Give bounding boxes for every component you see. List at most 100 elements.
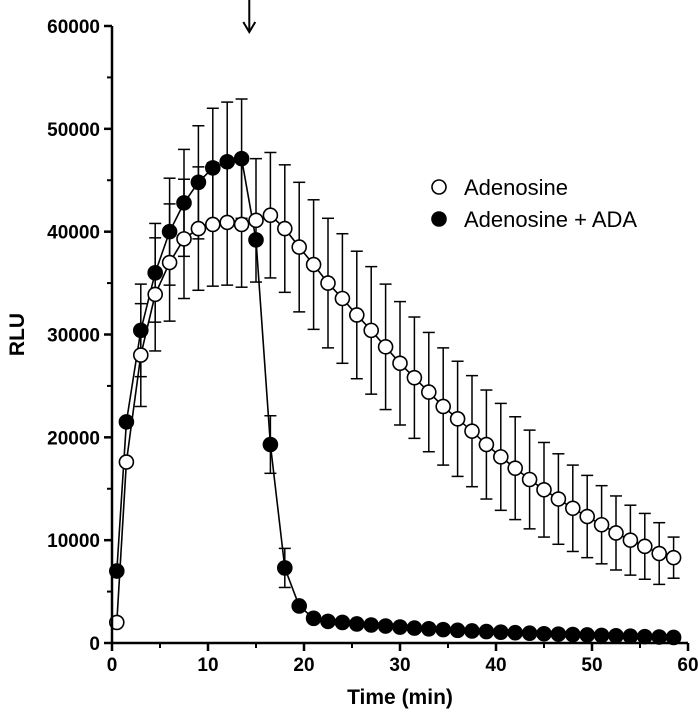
- open-point: [521, 471, 538, 488]
- open-point: [176, 231, 192, 247]
- filled-point: [248, 232, 264, 248]
- open-point: [147, 286, 163, 303]
- open-point: [593, 516, 610, 533]
- open-point: [608, 525, 624, 541]
- filled-point: [550, 626, 567, 642]
- open-point: [109, 614, 125, 631]
- y-tick-label: 40000: [47, 223, 100, 244]
- filled-point: [636, 628, 653, 645]
- filled-point: [377, 618, 394, 634]
- filled-point: [348, 616, 365, 632]
- open-point: [133, 347, 149, 363]
- open-point: [464, 423, 480, 439]
- y-tick-label: 20000: [47, 428, 100, 449]
- open-point: [536, 481, 552, 498]
- y-tick-label: 10000: [47, 531, 100, 552]
- open-point: [651, 545, 668, 562]
- filled-point: [420, 621, 437, 637]
- x-tick-label: 60: [677, 655, 698, 676]
- filled-point: [392, 619, 408, 635]
- legend-item: Adenosine: [431, 175, 568, 200]
- open-point: [320, 275, 336, 291]
- filled-point: [118, 414, 135, 430]
- open-point: [478, 436, 495, 453]
- y-axis-title: RLU: [6, 313, 29, 356]
- x-tick-label: 0: [107, 655, 118, 676]
- filled-point: [492, 624, 509, 641]
- filled-point: [593, 627, 610, 644]
- legend-filled-marker: [431, 211, 447, 227]
- x-tick-label: 10: [197, 655, 218, 676]
- open-point: [248, 212, 264, 229]
- open-point: [205, 216, 221, 233]
- y-tick-label: 0: [89, 634, 100, 655]
- open-point: [161, 254, 178, 271]
- filled-point: [406, 620, 423, 636]
- open-point: [564, 500, 581, 517]
- filled-point: [363, 617, 380, 633]
- markers: [109, 150, 682, 646]
- open-point: [622, 532, 639, 548]
- x-tick-label: 30: [389, 655, 410, 676]
- filled-point: [665, 629, 682, 646]
- open-point: [665, 549, 682, 566]
- filled-point: [219, 153, 235, 170]
- filled-point: [161, 223, 178, 240]
- filled-point: [109, 563, 125, 579]
- open-point: [449, 411, 466, 427]
- filled-point: [622, 628, 639, 645]
- y-tick-label: 30000: [47, 326, 100, 347]
- series-line-0: [116, 214, 674, 623]
- filled-point: [521, 625, 538, 642]
- filled-point: [334, 614, 351, 631]
- open-point: [348, 307, 365, 323]
- filled-point: [233, 150, 250, 167]
- open-point: [190, 220, 207, 237]
- filled-point: [291, 598, 308, 614]
- x-axis-title: Time (min): [347, 686, 453, 709]
- filled-point: [449, 622, 466, 639]
- open-point: [420, 384, 437, 400]
- open-point: [219, 214, 235, 231]
- open-point: [377, 339, 394, 355]
- filled-point: [464, 623, 480, 639]
- filled-point: [564, 626, 581, 643]
- filled-point: [176, 195, 192, 211]
- y-tick-label: 60000: [47, 17, 100, 38]
- filled-point: [205, 160, 221, 176]
- filled-point: [276, 560, 293, 576]
- open-point: [392, 355, 408, 372]
- filled-point: [305, 610, 322, 627]
- open-point: [363, 322, 380, 339]
- open-point: [233, 216, 250, 233]
- annotation-arrow: [242, 0, 257, 34]
- filled-point: [133, 322, 149, 339]
- filled-point: [435, 621, 452, 638]
- filled-point: [579, 627, 596, 643]
- filled-point: [536, 625, 552, 642]
- filled-point: [147, 264, 163, 281]
- filled-point: [190, 174, 207, 191]
- x-tick-label: 50: [581, 655, 602, 676]
- filled-point: [507, 624, 524, 641]
- open-point: [276, 220, 293, 237]
- legend-label: Adenosine + ADA: [464, 207, 637, 232]
- open-point: [291, 239, 308, 255]
- legend: Adenosine Adenosine + ADA: [431, 175, 637, 232]
- open-point: [334, 290, 351, 307]
- axes: 0 10 20 30 40 50 60 0 10000 20000 30000 40000 50000 6…: [47, 0, 698, 676]
- filled-point: [608, 628, 624, 644]
- open-point: [579, 508, 596, 525]
- filled-point: [320, 613, 336, 630]
- open-point: [507, 460, 524, 476]
- open-point: [118, 454, 135, 470]
- y-tick-label: 50000: [47, 120, 100, 141]
- x-tick-label: 20: [293, 655, 314, 676]
- open-point: [262, 207, 279, 224]
- legend-label: Adenosine: [464, 175, 568, 200]
- filled-point: [478, 623, 495, 640]
- open-point: [550, 491, 567, 507]
- open-point: [636, 538, 653, 555]
- open-point: [305, 256, 322, 273]
